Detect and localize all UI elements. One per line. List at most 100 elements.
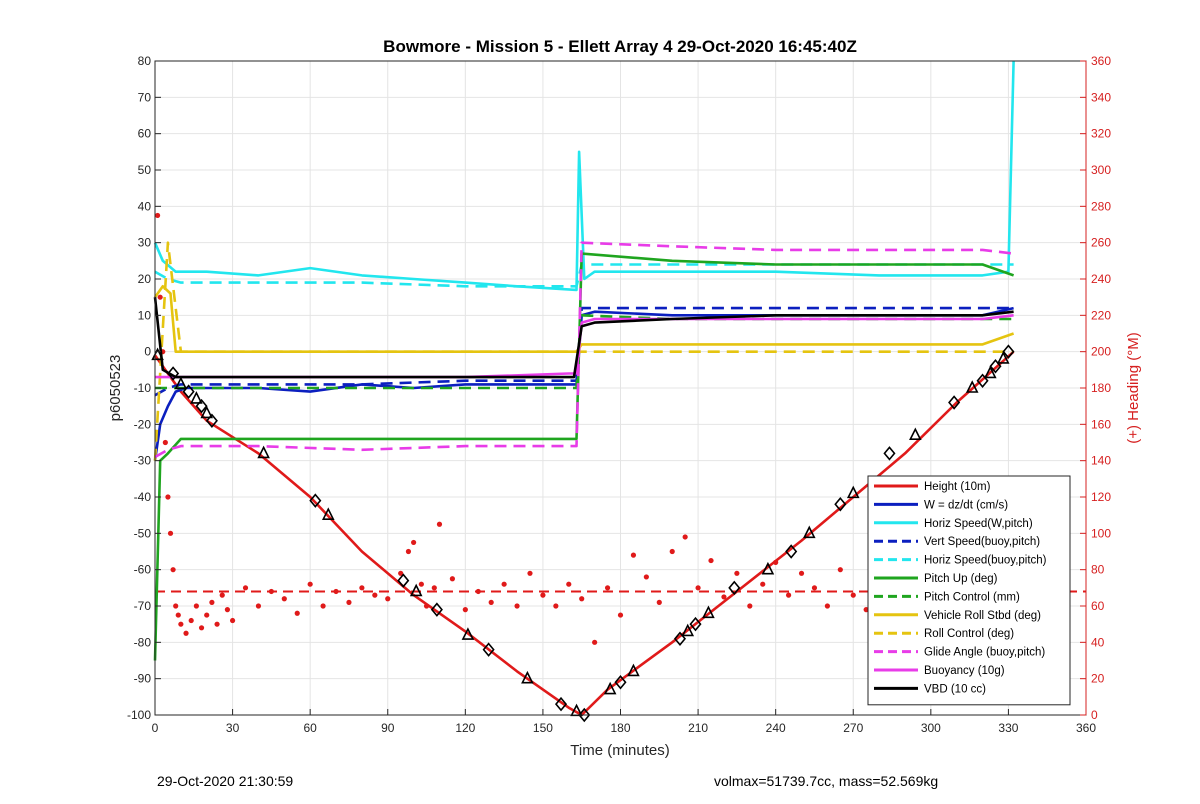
marker-triangle <box>761 561 775 575</box>
heading-point <box>268 588 274 595</box>
marker-triangle <box>174 376 188 390</box>
heading-point <box>462 607 468 613</box>
x-tick-label: 30 <box>226 721 240 735</box>
y-tick-label: 20 <box>138 272 152 286</box>
y-tick-label: 10 <box>138 308 152 322</box>
x-tick-label: 300 <box>921 721 941 735</box>
legend-entry-3: Vert Speed(buoy,pitch) <box>924 536 1040 548</box>
marker-triangle <box>521 670 534 684</box>
heading-point <box>167 530 174 536</box>
heading-point <box>592 639 598 645</box>
series-line-2 <box>153 60 1015 292</box>
legend-entry-0: Height (10m) <box>924 481 991 493</box>
series-line-9 <box>154 241 1014 459</box>
heading-point <box>785 592 792 598</box>
heading-point <box>811 585 818 591</box>
marker-triangle <box>409 583 423 597</box>
y-tick-label: -50 <box>134 526 152 540</box>
legend: Height (10m) W = dz/dt (cm/s) Horiz Speed(… <box>867 475 1071 706</box>
heading-point <box>224 607 231 613</box>
right-y-tick-label: 340 <box>1091 90 1111 104</box>
marker-diamond <box>205 413 218 428</box>
heading-point <box>436 521 443 527</box>
x-tick-label: 60 <box>303 721 317 735</box>
heading-point <box>307 581 313 587</box>
marker-triangle <box>603 681 617 695</box>
marker-diamond <box>989 358 1002 374</box>
heading-point <box>734 570 740 576</box>
right-y-tick-label: 120 <box>1091 490 1111 504</box>
heading-point <box>294 610 300 616</box>
x-tick-label: 210 <box>688 721 708 735</box>
data-layer <box>151 60 1086 723</box>
heading-point <box>449 576 456 582</box>
right-y-tick-label: 140 <box>1091 454 1111 468</box>
heading-point <box>747 603 753 609</box>
right-y-tick-label: 200 <box>1091 345 1111 359</box>
heading-point <box>721 594 727 600</box>
heading-point <box>188 617 194 624</box>
right-y-tick-label: 280 <box>1091 199 1111 213</box>
heading-point <box>346 599 352 605</box>
legend-entry-6: Pitch Control (mm) <box>924 591 1020 603</box>
marker-triangle <box>802 525 816 539</box>
series-line-5 <box>153 252 1015 661</box>
x-tick-label: 0 <box>152 721 159 735</box>
heading-point <box>154 212 161 219</box>
marker-triangle <box>984 365 997 379</box>
y-tick-label: 80 <box>138 54 152 68</box>
legend-entry-4: Horiz Speed(buoy,pitch) <box>924 555 1047 567</box>
marker-diamond <box>1002 344 1015 359</box>
y-tick-label: -30 <box>134 454 152 468</box>
marker-triangle <box>702 605 715 619</box>
heading-point <box>850 592 856 598</box>
heading-point <box>431 585 437 591</box>
marker-diamond <box>195 398 208 414</box>
heading-point <box>162 439 168 446</box>
marker-triangle <box>909 427 922 441</box>
x-tick-label: 180 <box>610 721 630 735</box>
legend-entry-7: Vehicle Roll Stbd (deg) <box>924 610 1041 622</box>
y-tick-label: -10 <box>134 381 152 395</box>
heading-point <box>165 494 171 500</box>
heading-point <box>579 596 585 602</box>
y-tick-label: -20 <box>134 417 152 431</box>
marker-triangle <box>461 627 475 640</box>
heading-point <box>708 557 714 564</box>
y-tick-label: 0 <box>144 345 151 359</box>
heading-point <box>488 599 494 605</box>
heading-point <box>566 581 572 587</box>
marker-triangle <box>190 391 203 404</box>
series-line-11 <box>153 297 1014 379</box>
legend-entry-8: Roll Control (deg) <box>924 628 1014 640</box>
legend-entry-1: W = dz/dt (cm/s) <box>924 499 1008 511</box>
heading-point <box>669 548 675 555</box>
heading-point <box>501 581 507 587</box>
marker-triangle <box>200 405 214 419</box>
y-tick-label: 70 <box>138 90 152 104</box>
x-tick-label: 330 <box>998 721 1018 735</box>
right-y-tick-label: 80 <box>1091 563 1105 577</box>
heading-point <box>372 592 378 598</box>
marker-diamond <box>689 616 702 632</box>
heading-point <box>214 621 220 627</box>
heading-point <box>418 581 424 587</box>
x-tick-label: 150 <box>533 721 553 735</box>
right-y-tick-label: 160 <box>1091 417 1111 431</box>
heading-point <box>281 596 287 602</box>
heading-point <box>760 581 766 587</box>
right-y-tick-label: 40 <box>1091 635 1105 649</box>
heading-point <box>209 599 215 605</box>
right-y-tick-label: 20 <box>1091 672 1105 686</box>
right-y-tick-label: 360 <box>1091 54 1111 68</box>
right-y-tick-label: 60 <box>1091 599 1105 613</box>
marker-diamond <box>883 446 896 461</box>
heading-point <box>617 612 624 618</box>
marker-diamond <box>614 675 627 690</box>
heading-point <box>255 603 262 609</box>
heading-point <box>385 596 391 602</box>
heading-point <box>411 539 417 546</box>
heading-point <box>475 588 481 595</box>
heading-point <box>183 630 189 636</box>
marker-diamond <box>673 631 687 646</box>
